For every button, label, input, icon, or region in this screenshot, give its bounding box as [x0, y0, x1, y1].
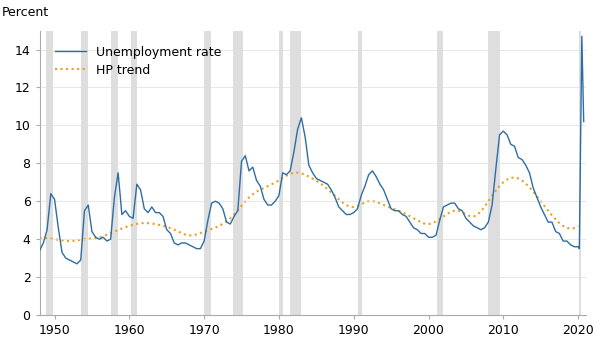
Unemployment rate	[429, 235, 436, 239]
HP trend	[294, 171, 301, 175]
Bar	[437, 31, 443, 315]
Bar	[111, 31, 117, 315]
Bar	[290, 31, 301, 315]
Bar	[279, 31, 283, 315]
Unemployment rate	[302, 135, 309, 139]
Text: Percent: Percent	[1, 6, 49, 19]
Bar	[579, 31, 581, 315]
HP trend	[329, 192, 337, 196]
HP trend	[36, 236, 43, 240]
Bar	[46, 31, 53, 315]
Unemployment rate	[36, 248, 43, 252]
Bar	[488, 31, 500, 315]
Bar	[81, 31, 88, 315]
Bar	[358, 31, 362, 315]
HP trend	[563, 226, 571, 230]
Unemployment rate	[144, 211, 152, 215]
Bar	[131, 31, 137, 315]
Unemployment rate	[73, 262, 81, 266]
HP trend	[359, 202, 366, 206]
Unemployment rate	[580, 119, 588, 123]
Bar	[234, 31, 243, 315]
Line: HP trend: HP trend	[40, 173, 578, 241]
Unemployment rate	[376, 182, 383, 186]
Unemployment rate	[77, 258, 84, 262]
HP trend	[574, 224, 582, 228]
HP trend	[480, 206, 487, 211]
HP trend	[65, 239, 72, 243]
Legend: Unemployment rate, HP trend: Unemployment rate, HP trend	[51, 42, 225, 81]
Bar	[203, 31, 211, 315]
HP trend	[297, 171, 305, 175]
Line: Unemployment rate: Unemployment rate	[40, 36, 584, 264]
Unemployment rate	[312, 176, 320, 181]
Unemployment rate	[578, 34, 585, 38]
HP trend	[293, 171, 300, 175]
